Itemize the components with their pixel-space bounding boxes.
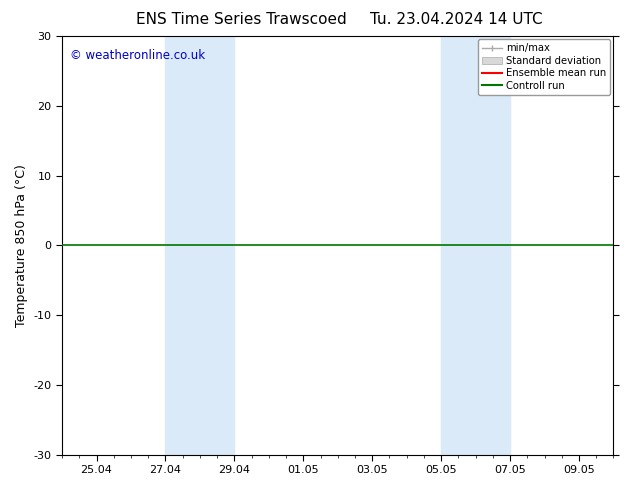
Text: © weatheronline.co.uk: © weatheronline.co.uk xyxy=(70,49,205,62)
Legend: min/max, Standard deviation, Ensemble mean run, Controll run: min/max, Standard deviation, Ensemble me… xyxy=(478,39,611,95)
Text: ENS Time Series Trawscoed: ENS Time Series Trawscoed xyxy=(136,12,346,27)
Text: Tu. 23.04.2024 14 UTC: Tu. 23.04.2024 14 UTC xyxy=(370,12,543,27)
Y-axis label: Temperature 850 hPa (°C): Temperature 850 hPa (°C) xyxy=(15,164,28,327)
Bar xyxy=(441,36,510,455)
Bar xyxy=(165,36,235,455)
